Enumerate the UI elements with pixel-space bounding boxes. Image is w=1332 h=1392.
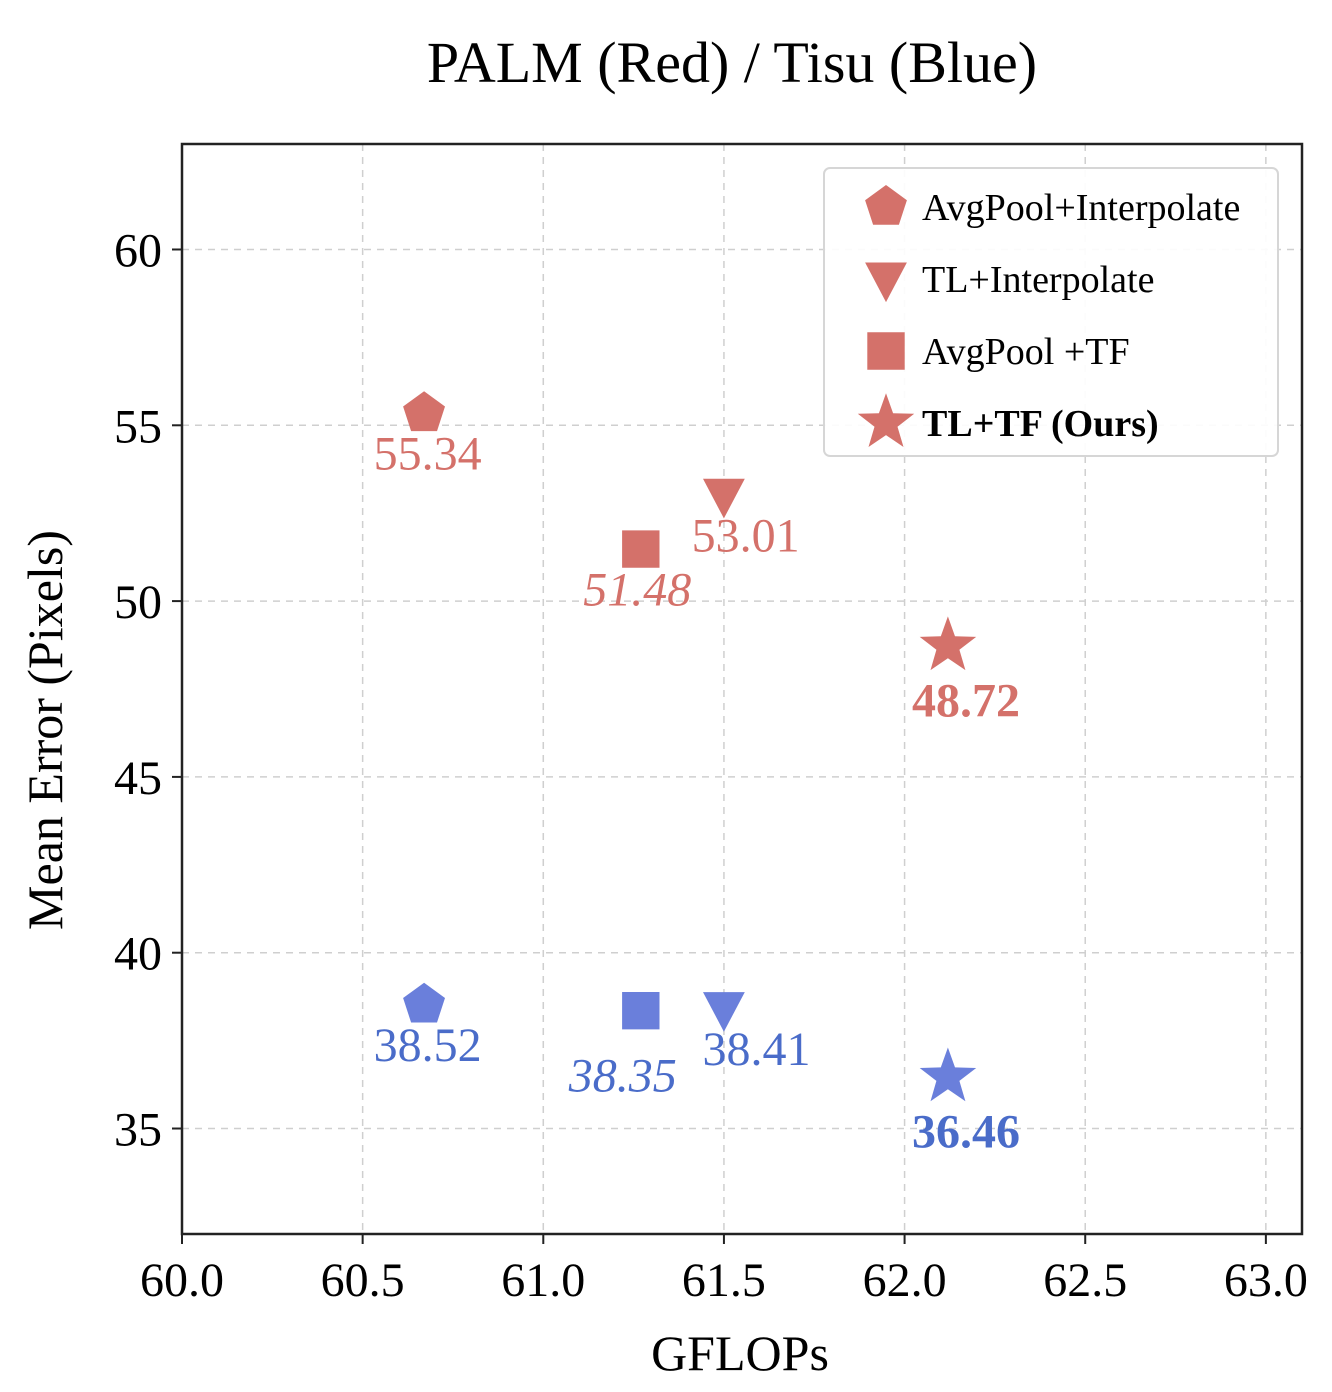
y-tick-label: 35: [114, 1104, 162, 1157]
y-tick-label: 60: [114, 224, 162, 277]
x-tick-label: 62.0: [863, 1254, 947, 1307]
x-tick-label: 60.5: [321, 1254, 405, 1307]
y-tick-label: 50: [114, 576, 162, 629]
x-axis-ticks: 60.0 60.5 61.0 61.5 62.0 62.5 63.0: [140, 1234, 1308, 1307]
x-tick-label: 62.5: [1043, 1254, 1127, 1307]
grid-lines: [181, 144, 1302, 1234]
x-tick-label: 60.0: [140, 1254, 224, 1307]
data-label: 51.48: [583, 563, 691, 616]
y-axis-label: Mean Error (Pixels): [17, 530, 73, 930]
x-axis-label: GFLOPs: [651, 1325, 829, 1381]
data-point-palm-square: [622, 530, 660, 568]
data-point-tisu-star: [919, 1047, 977, 1102]
legend-marker-star: [857, 393, 915, 447]
data-point-palm-star: [919, 616, 977, 671]
legend-label: AvgPool+Interpolate: [922, 187, 1240, 229]
legend-marker-triangle-down: [865, 262, 907, 303]
data-label: 38.41: [702, 1023, 810, 1076]
data-point-tisu-triangle-down: [703, 992, 745, 1032]
chart-title: PALM (Red) / Tisu (Blue): [427, 30, 1037, 95]
legend-label: TL+TF (Ours): [922, 403, 1159, 445]
legend: AvgPool+Interpolate TL+Interpolate AvgPool…: [823, 167, 1279, 457]
data-point-tisu-square: [622, 992, 660, 1030]
data-label: 48.72: [912, 674, 1020, 727]
data-label: 55.34: [374, 428, 482, 481]
plot-frame: [180, 142, 1304, 1236]
y-axis-ticks: 35 40 45 50 55 60: [114, 224, 182, 1157]
data-point-palm-pentagon: [403, 391, 445, 432]
data-label: 38.52: [374, 1019, 482, 1072]
legend-box: [823, 167, 1279, 457]
legend-label: TL+Interpolate: [922, 259, 1154, 301]
legend-marker-pentagon: [865, 185, 907, 225]
data-label: 53.01: [692, 510, 800, 563]
legend-marker-square: [867, 332, 905, 370]
data-label: 36.46: [912, 1106, 1020, 1159]
y-tick-label: 45: [114, 752, 162, 805]
x-tick-label: 61.5: [682, 1254, 766, 1307]
x-tick-label: 61.0: [501, 1254, 585, 1307]
data-point-palm-triangle-down: [703, 478, 745, 519]
data-point-tisu-pentagon: [403, 982, 445, 1023]
data-label: 38.35: [568, 1050, 677, 1103]
legend-label: AvgPool +TF: [922, 331, 1130, 373]
y-tick-label: 55: [114, 400, 162, 453]
x-tick-label: 63.0: [1224, 1254, 1308, 1307]
y-tick-label: 40: [114, 928, 162, 981]
